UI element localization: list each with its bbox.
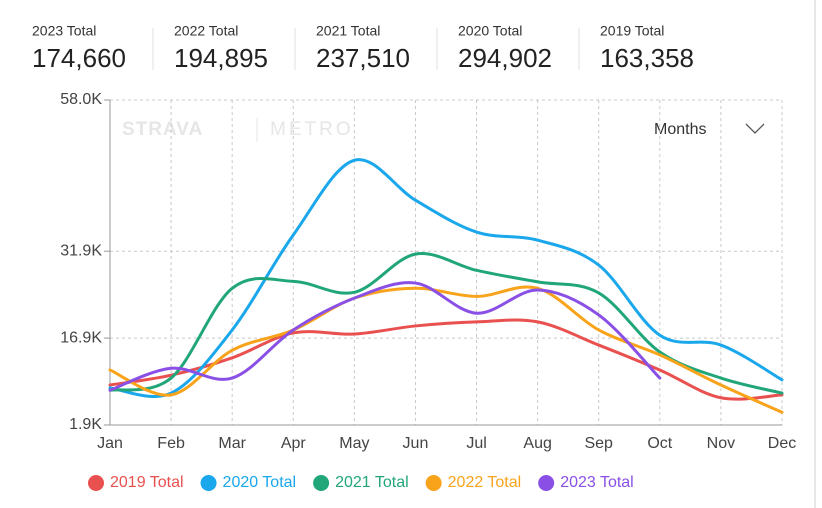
series-line xyxy=(108,285,784,414)
legend-label: 2022 Total xyxy=(448,474,522,491)
legend-swatch xyxy=(313,475,330,491)
x-tick-label: Jun xyxy=(403,435,429,452)
x-tick-label: Aug xyxy=(523,435,551,452)
kpi-row: 2023 Total 174,660 2022 Total 194,895 2021 T… xyxy=(32,23,694,73)
series-line xyxy=(108,158,784,398)
x-tick-label: Oct xyxy=(647,435,672,452)
x-tick-label: Apr xyxy=(281,435,307,452)
legend-swatch xyxy=(200,475,217,491)
legend-label: 2019 Total xyxy=(110,474,184,491)
y-tick-label: 16.9K xyxy=(60,329,102,346)
dropdown-chevron[interactable] xyxy=(745,123,765,134)
legend-swatch xyxy=(425,475,442,491)
period-selector[interactable]: Months xyxy=(654,121,706,138)
kpi-label: 2022 Total xyxy=(174,23,238,39)
x-tick-label: Jan xyxy=(97,435,123,452)
kpi-value: 194,895 xyxy=(174,43,268,73)
x-tick-label: Mar xyxy=(218,435,246,452)
kpi-label: 2021 Total xyxy=(316,23,380,39)
x-tick-label: Nov xyxy=(707,435,735,452)
kpi-value: 163,358 xyxy=(600,43,694,73)
legend-label: 2023 Total xyxy=(560,474,634,491)
series-line xyxy=(108,281,662,392)
x-tick-label: Feb xyxy=(157,435,185,452)
kpi-label: 2019 Total xyxy=(600,23,664,39)
legend-swatch xyxy=(538,475,555,491)
x-tick-label: Sep xyxy=(584,435,613,452)
watermark-product: METRO xyxy=(270,119,354,140)
series-line xyxy=(108,318,784,401)
legend-label: 2021 Total xyxy=(335,474,409,491)
legend-label: 2020 Total xyxy=(223,474,297,491)
kpi-value: 174,660 xyxy=(32,43,126,73)
series-line xyxy=(108,252,784,395)
kpi-label: 2020 Total xyxy=(458,23,522,39)
y-tick-label: 58.0K xyxy=(60,91,102,108)
x-tick-label: May xyxy=(339,435,369,452)
kpi-label: 2023 Total xyxy=(32,23,96,39)
y-tick-label: 1.9K xyxy=(69,416,102,433)
x-tick-label: Dec xyxy=(768,435,796,452)
kpi-value: 294,902 xyxy=(458,43,552,73)
kpi-value: 237,510 xyxy=(316,43,410,73)
legend-swatch xyxy=(88,475,104,491)
y-tick-label: 31.9K xyxy=(60,242,102,259)
x-tick-label: Jul xyxy=(466,435,486,452)
watermark-brand: STRAVA xyxy=(122,119,203,140)
